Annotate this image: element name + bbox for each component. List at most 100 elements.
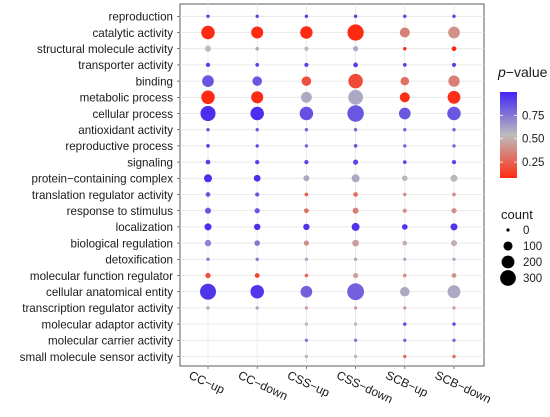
data-point bbox=[347, 283, 364, 301]
data-point bbox=[452, 354, 456, 359]
data-point bbox=[255, 192, 260, 197]
data-point bbox=[448, 75, 460, 87]
color-legend-tick-label: 0.25 bbox=[522, 157, 544, 169]
y-tick-label: translation regulator activity bbox=[32, 189, 173, 202]
data-point bbox=[403, 257, 407, 261]
size-legend-dot bbox=[501, 255, 515, 269]
data-point bbox=[353, 322, 358, 326]
data-point bbox=[402, 208, 407, 213]
data-point bbox=[204, 223, 212, 231]
y-tick-label: molecular function regulator bbox=[30, 270, 173, 283]
plot-panel bbox=[179, 3, 485, 367]
data-point bbox=[450, 174, 458, 182]
data-point bbox=[200, 283, 216, 300]
data-point bbox=[304, 322, 309, 326]
size-legend-dot bbox=[506, 228, 510, 232]
data-point bbox=[399, 27, 410, 38]
data-point bbox=[304, 257, 309, 261]
x-tick-label: SCB−down bbox=[433, 368, 494, 406]
data-point bbox=[205, 272, 211, 279]
data-point bbox=[254, 240, 261, 246]
data-point bbox=[304, 306, 309, 310]
data-point bbox=[403, 306, 407, 310]
data-point bbox=[403, 192, 407, 197]
size-legend-title: count bbox=[501, 207, 533, 222]
data-point bbox=[447, 285, 461, 299]
data-point bbox=[347, 24, 364, 41]
data-point bbox=[452, 128, 456, 132]
data-point bbox=[255, 14, 259, 18]
y-tick-label: detoxification bbox=[105, 254, 173, 267]
data-point bbox=[255, 159, 260, 165]
data-point bbox=[254, 273, 260, 278]
data-point bbox=[202, 75, 214, 87]
data-point bbox=[403, 144, 407, 148]
color-legend-tick-label: 0.50 bbox=[522, 134, 544, 146]
data-point bbox=[205, 192, 211, 197]
y-tick-label: structural molecule activity bbox=[37, 43, 173, 56]
data-point bbox=[252, 76, 262, 86]
size-legend: count 0 100 200 300 bbox=[500, 207, 542, 286]
data-point bbox=[351, 174, 360, 183]
color-legend-title: p−value bbox=[497, 64, 548, 80]
data-point bbox=[353, 354, 358, 359]
y-tick-labels: reproduction catalytic activity structural… bbox=[20, 11, 180, 364]
y-tick-label: binding bbox=[136, 75, 173, 88]
data-point bbox=[452, 306, 456, 310]
data-point bbox=[250, 106, 264, 121]
y-tick-label: protein−containing complex bbox=[32, 173, 174, 186]
data-point bbox=[250, 284, 264, 299]
data-point bbox=[353, 144, 358, 148]
data-point bbox=[205, 159, 211, 165]
data-point bbox=[403, 338, 407, 342]
data-point bbox=[401, 224, 408, 230]
color-legend-ticks: 0.75 0.50 0.25 bbox=[500, 110, 544, 169]
data-point bbox=[403, 47, 407, 51]
data-point bbox=[451, 46, 457, 52]
data-point bbox=[204, 207, 212, 214]
data-point bbox=[255, 46, 260, 51]
data-point bbox=[402, 63, 407, 67]
size-legend-items: 0 100 200 300 bbox=[500, 225, 542, 286]
data-point bbox=[403, 354, 407, 359]
data-point bbox=[452, 322, 456, 326]
data-point bbox=[399, 92, 410, 103]
color-legend-tick-label: 0.75 bbox=[522, 110, 544, 122]
y-tick-label: signaling bbox=[127, 156, 173, 169]
size-legend-label: 100 bbox=[523, 241, 542, 253]
data-point bbox=[300, 91, 312, 103]
data-point bbox=[402, 240, 408, 246]
data-point bbox=[352, 46, 359, 52]
data-point bbox=[304, 273, 309, 278]
data-point bbox=[353, 306, 358, 310]
size-legend-label: 200 bbox=[523, 257, 542, 269]
data-point bbox=[447, 106, 461, 121]
data-point bbox=[255, 144, 259, 148]
data-point bbox=[253, 223, 261, 231]
data-point bbox=[304, 144, 309, 148]
data-point bbox=[353, 14, 358, 18]
data-point bbox=[206, 14, 210, 18]
y-tick-label: reproductive process bbox=[65, 140, 173, 153]
data-point bbox=[402, 160, 407, 164]
data-point bbox=[398, 107, 411, 120]
data-point bbox=[353, 128, 358, 132]
size-legend-dot bbox=[503, 241, 513, 251]
data-point bbox=[303, 223, 310, 231]
data-point bbox=[205, 62, 211, 68]
data-point bbox=[402, 273, 407, 278]
color-legend: p−value 0.75 0.50 0.25 bbox=[497, 64, 548, 178]
data-point bbox=[206, 128, 210, 132]
data-point bbox=[348, 89, 363, 105]
data-point bbox=[448, 26, 460, 39]
data-point bbox=[451, 273, 457, 278]
data-point bbox=[200, 105, 216, 122]
data-point bbox=[253, 174, 261, 182]
data-point bbox=[304, 159, 309, 165]
data-point bbox=[452, 144, 456, 148]
x-tick-label: CC−down bbox=[236, 368, 290, 403]
data-point bbox=[353, 338, 358, 342]
data-point bbox=[304, 338, 309, 342]
